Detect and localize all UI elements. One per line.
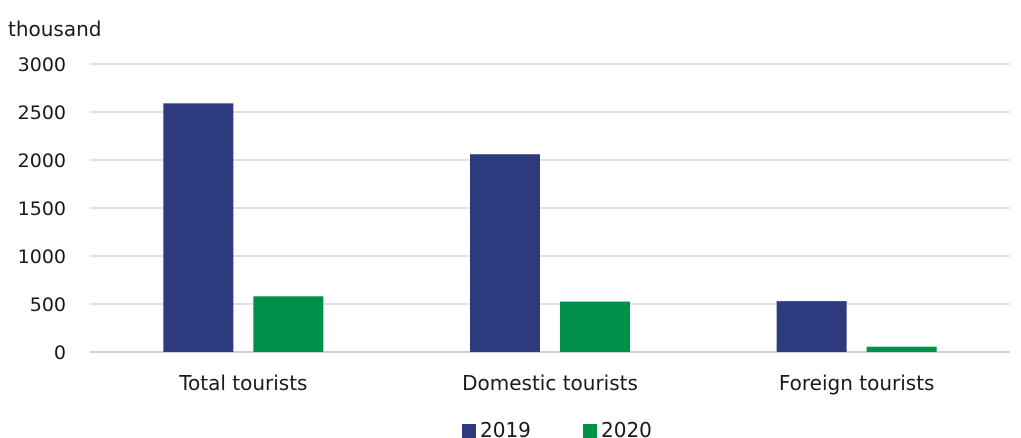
y-tick-label: 3000 bbox=[18, 54, 66, 76]
legend-label-2020: 2020 bbox=[601, 418, 652, 438]
y-unit-label: thousand bbox=[8, 17, 101, 41]
x-category-label: Foreign tourists bbox=[779, 371, 935, 395]
legend: 2019 2020 bbox=[462, 418, 652, 438]
bar-2020-foreign-tourists bbox=[866, 346, 937, 352]
y-tick-label: 500 bbox=[30, 294, 66, 316]
bar-2020-domestic-tourists bbox=[560, 301, 630, 352]
bar-2019-domestic-tourists bbox=[470, 154, 540, 352]
legend-label-2019: 2019 bbox=[480, 418, 531, 438]
y-tick-label: 1000 bbox=[18, 246, 66, 268]
legend-swatch-2020 bbox=[583, 424, 597, 438]
y-tick-label: 2500 bbox=[18, 102, 66, 124]
y-axis-ticks: 0 500 1000 1500 2000 2500 3000 bbox=[18, 54, 66, 364]
gridlines bbox=[90, 63, 1010, 353]
bars bbox=[163, 103, 937, 352]
bar-2020-total-tourists bbox=[253, 296, 324, 352]
y-tick-label: 1500 bbox=[18, 198, 66, 220]
x-category-label: Domestic tourists bbox=[462, 371, 638, 395]
x-category-label: Total tourists bbox=[178, 371, 307, 395]
legend-swatch-2019 bbox=[462, 424, 476, 438]
y-tick-label: 0 bbox=[54, 342, 66, 364]
x-axis-labels: Total tourists Domestic tourists Foreign t… bbox=[178, 371, 934, 395]
y-tick-label: 2000 bbox=[18, 150, 66, 172]
bar-2019-total-tourists bbox=[163, 103, 234, 352]
bar-2019-foreign-tourists bbox=[776, 301, 847, 352]
